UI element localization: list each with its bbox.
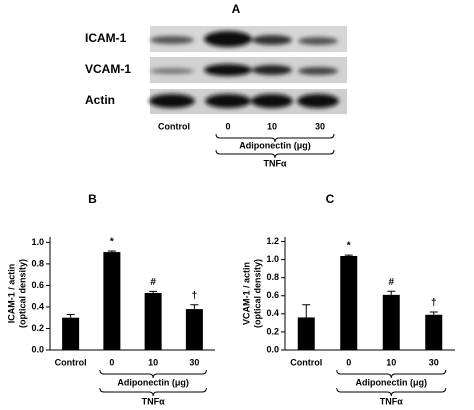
bar: [340, 255, 358, 350]
error-bar: [344, 254, 353, 256]
row-label: Actin: [85, 93, 115, 107]
brace: [99, 369, 207, 379]
x-tick-label: Control: [55, 357, 87, 367]
error-bar: [190, 304, 199, 310]
error-bar: [149, 290, 158, 293]
x-tick-label: 0: [346, 357, 351, 367]
y-tick-label: 0.6: [31, 280, 44, 290]
annotation: *: [347, 241, 351, 252]
annotation: *: [110, 237, 114, 248]
panel-label: A: [232, 2, 241, 16]
band: [204, 64, 252, 76]
band: [252, 65, 292, 75]
group-label: Adiponectin (μg): [356, 377, 428, 387]
lane-label: 0: [225, 121, 230, 131]
y-tick-label: 0.0: [31, 344, 44, 354]
y-tick-label: 1.0: [31, 237, 44, 247]
lane-label: Control: [158, 121, 190, 131]
y-tick-label: 0.8: [31, 258, 44, 268]
error-bar: [387, 290, 396, 295]
error-bar: [66, 313, 75, 318]
annotation: #: [150, 277, 156, 288]
error-bar: [429, 311, 438, 315]
y-axis-label: ICAM-1 / actin: [6, 264, 16, 324]
y-tick-label: 0.6: [266, 290, 279, 300]
band: [297, 94, 339, 108]
error-bar: [302, 304, 311, 318]
y-tick-label: 0.4: [31, 301, 44, 311]
x-tick-label: 10: [386, 357, 396, 367]
bar: [62, 317, 80, 350]
treatment-label: TNFα: [380, 396, 403, 406]
y-tick-label: 0.2: [266, 326, 279, 336]
group-label: Adiponectin (μg): [117, 377, 189, 387]
brace: [99, 387, 207, 397]
y-axis-label: VCAM-1 / actin: [241, 262, 251, 325]
lane-label: 10: [267, 121, 277, 131]
annotation: †: [431, 298, 437, 309]
bar: [382, 294, 400, 350]
y-tick-label: 0.4: [266, 308, 279, 318]
brace: [336, 369, 447, 379]
band: [298, 67, 338, 75]
band: [251, 94, 293, 108]
x-tick-label: 10: [148, 357, 158, 367]
annotation: †: [192, 290, 198, 301]
error-bar: [107, 250, 116, 253]
group-label: Adiponectin (μg): [239, 140, 311, 150]
band: [149, 94, 195, 108]
x-tick-label: 0: [109, 357, 114, 367]
band: [150, 68, 194, 74]
band: [205, 94, 251, 108]
bar: [425, 314, 443, 350]
y-tick-label: 0.0: [266, 344, 279, 354]
y-axis-label: (optical density): [252, 259, 262, 328]
lane-label: 30: [315, 121, 325, 131]
brace: [215, 133, 335, 143]
row-label: ICAM-1: [85, 31, 127, 45]
y-axis-label: (optical density): [17, 259, 27, 328]
band: [252, 35, 292, 45]
bar: [297, 317, 315, 350]
brace: [336, 387, 447, 397]
y-tick-label: 1.0: [266, 254, 279, 264]
treatment-label: TNFα: [263, 158, 286, 168]
y-tick-label: 1.2: [266, 236, 279, 246]
panel-label: B: [88, 192, 97, 206]
bar: [185, 309, 203, 350]
y-tick-label: 0.2: [31, 323, 44, 333]
panel-label: C: [326, 192, 335, 206]
blot-image: [149, 26, 347, 114]
bar: [144, 292, 162, 350]
x-tick-label: 30: [429, 357, 439, 367]
brace: [215, 149, 335, 159]
x-tick-label: 30: [189, 357, 199, 367]
band: [204, 31, 252, 47]
annotation: #: [388, 277, 394, 288]
y-tick-label: 0.8: [266, 272, 279, 282]
x-tick-label: Control: [290, 357, 322, 367]
row-label: VCAM-1: [85, 62, 131, 76]
band: [298, 37, 338, 45]
treatment-label: TNFα: [142, 396, 165, 406]
band: [150, 36, 194, 44]
bar: [103, 252, 121, 350]
